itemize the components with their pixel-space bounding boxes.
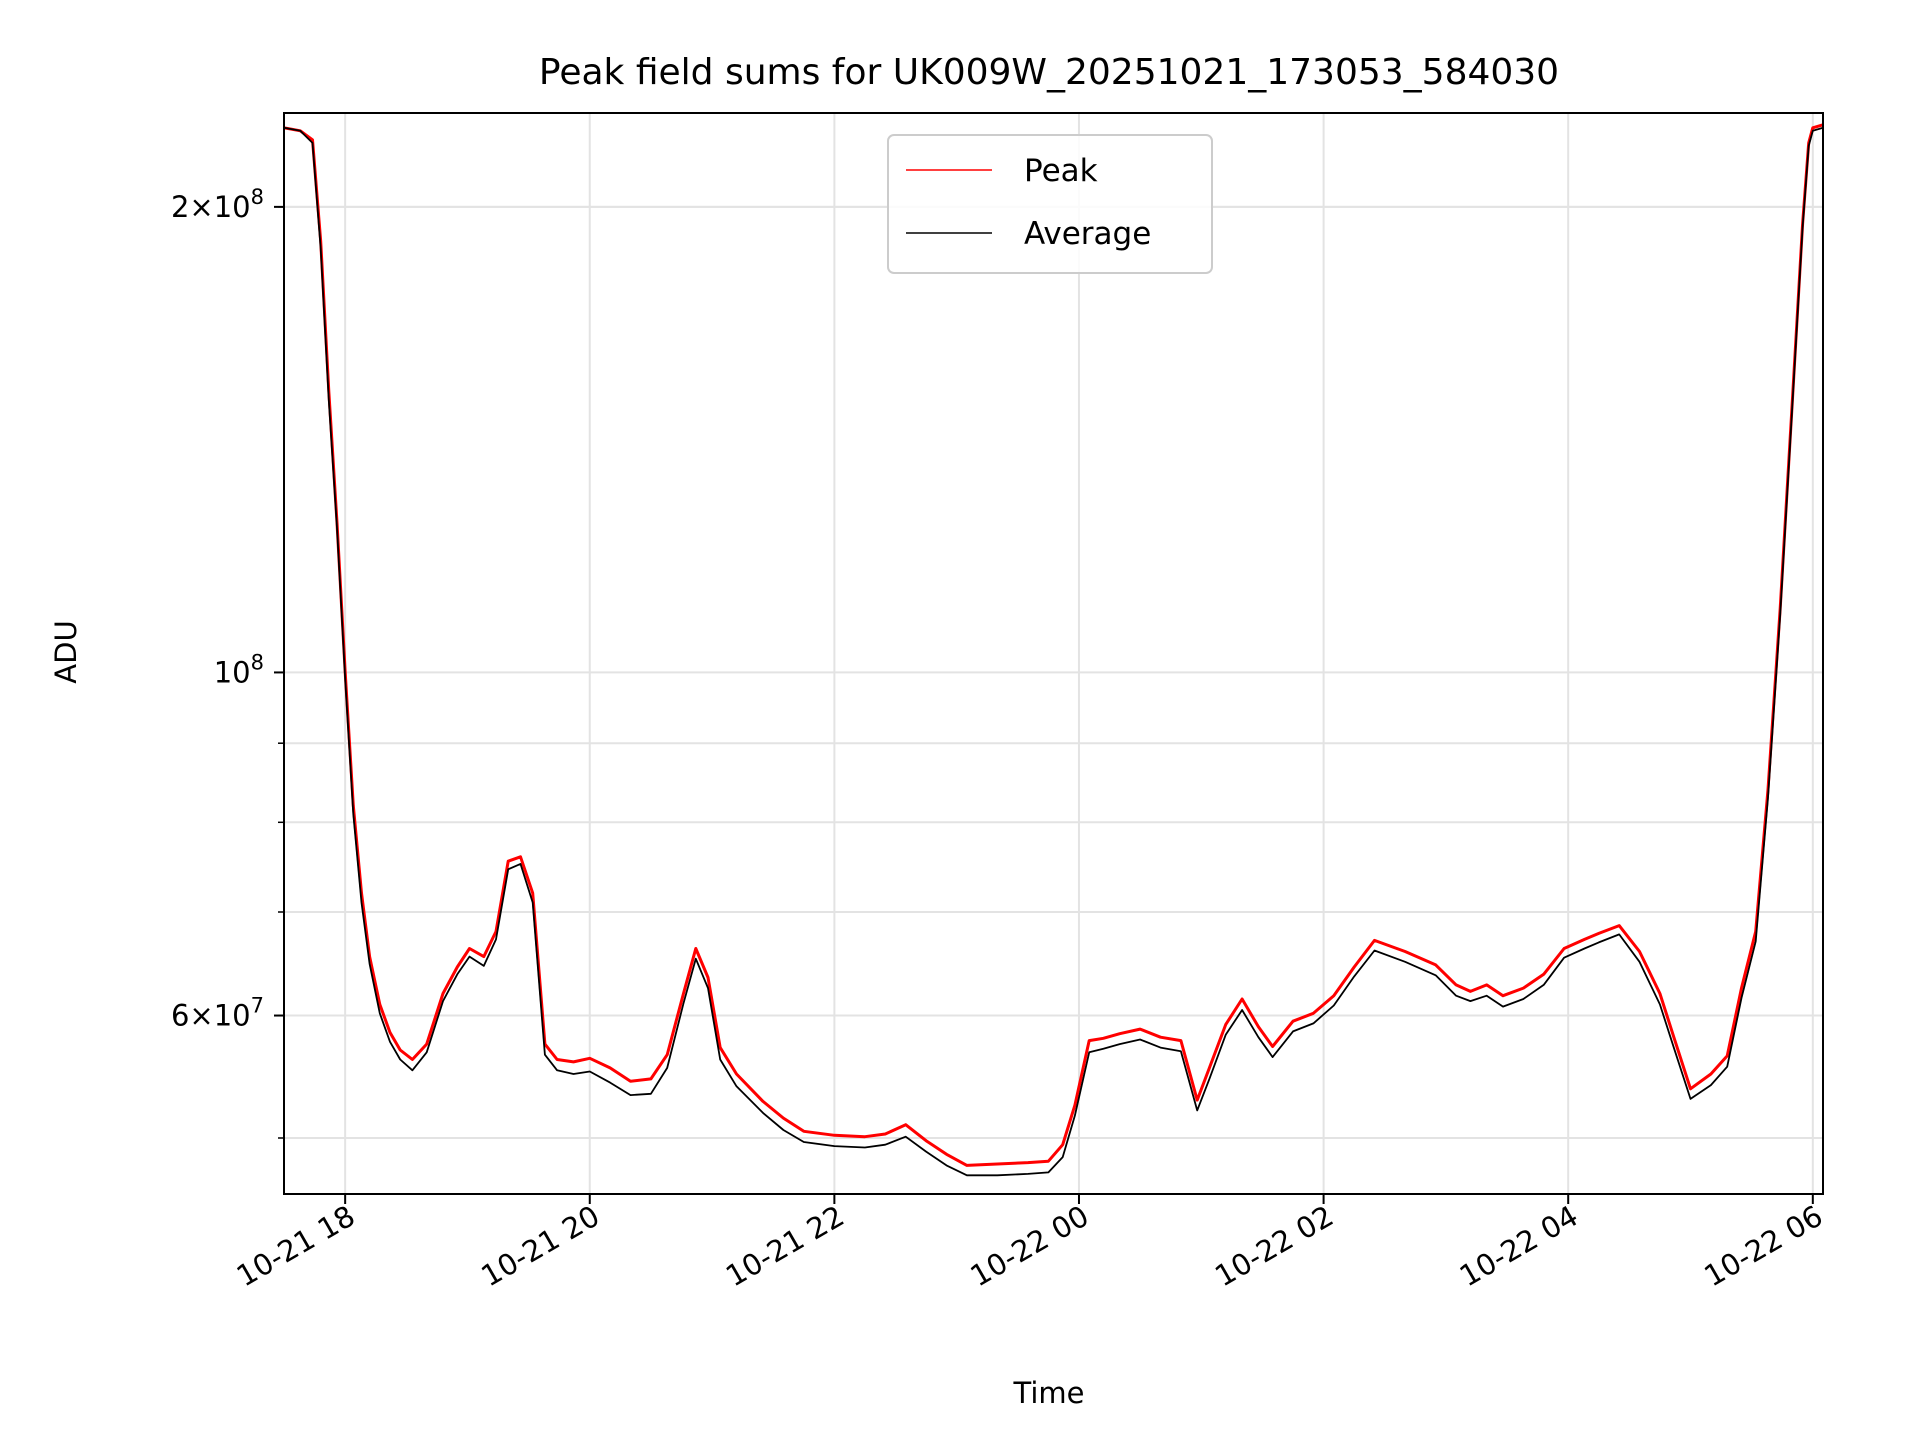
chart-title: Peak field sums for UK009W_20251021_1730…: [539, 52, 1559, 93]
legend: Peak Average: [887, 134, 1213, 274]
legend-peak-label: Peak: [1024, 153, 1098, 189]
y-axis-label: ADU: [49, 620, 83, 683]
plot-frame: [283, 112, 1824, 1195]
series-line-average: [283, 126, 1824, 1177]
y-tick-label: 2×108: [171, 185, 264, 224]
x-axis-label: Time: [1013, 1376, 1085, 1410]
series-layer: [283, 123, 1824, 1177]
y-tick-label: 108: [214, 650, 264, 689]
legend-average-label: Average: [1024, 216, 1151, 252]
series-line-peak: [283, 123, 1824, 1167]
y-tick-label: 6×107: [171, 994, 264, 1033]
